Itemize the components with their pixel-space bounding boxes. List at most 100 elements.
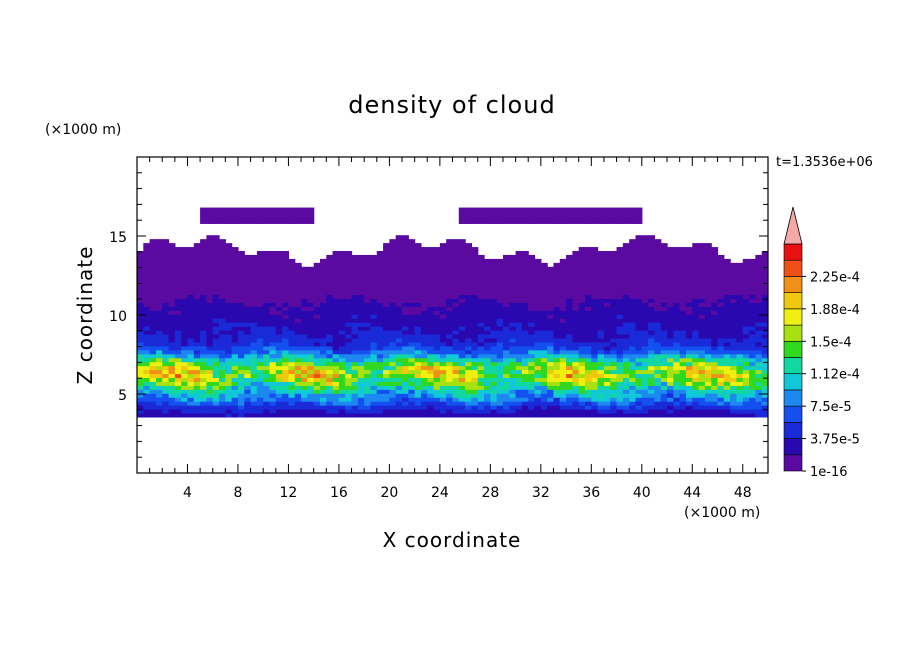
density-cell (263, 286, 271, 292)
density-cell (502, 215, 510, 221)
density-cell (155, 365, 163, 371)
density-cell (452, 393, 460, 398)
density-cell (402, 298, 409, 303)
density-cell (622, 341, 630, 347)
density-cell (667, 397, 674, 402)
density-cell (465, 365, 473, 371)
density-cell (490, 258, 498, 264)
density-cell (250, 412, 258, 418)
density-cell (200, 215, 208, 221)
density-cell (452, 345, 460, 351)
density-cell (730, 262, 738, 268)
density-cell (578, 310, 586, 315)
density-cell (622, 270, 630, 276)
density-cell (364, 294, 372, 300)
density-cell (534, 349, 542, 355)
density-cell (376, 286, 384, 292)
density-cell (736, 326, 744, 331)
density-cell (439, 345, 447, 351)
density-cell (395, 247, 403, 252)
density-cell (181, 393, 189, 398)
density-cell (484, 215, 491, 221)
density-cell (446, 243, 454, 248)
density-cell (313, 282, 321, 288)
density-cell (389, 397, 397, 402)
density-cell (376, 298, 384, 303)
density-cell (566, 361, 573, 367)
density-cell (427, 262, 435, 268)
density-cell (219, 239, 226, 244)
density-cell (591, 207, 599, 213)
density-cell (143, 349, 151, 355)
density-cell (509, 353, 517, 359)
density-cell (193, 405, 201, 410)
density-cell (193, 349, 201, 355)
density-cell (496, 401, 504, 406)
density-cell (641, 274, 649, 280)
density-cell (332, 345, 340, 351)
density-cell (559, 298, 567, 303)
density-cell (629, 412, 637, 418)
density-cell (471, 219, 479, 224)
density-cell (332, 412, 340, 418)
density-cell (458, 306, 466, 311)
density-cell (250, 373, 258, 379)
density-cell (755, 409, 763, 414)
density-cell (471, 278, 479, 284)
density-cell (206, 314, 214, 319)
density-cell (364, 282, 372, 288)
density-cell (471, 381, 479, 386)
density-cell (496, 306, 504, 311)
density-cell (389, 389, 397, 394)
density-cell (553, 330, 561, 335)
density-cell (711, 393, 719, 398)
density-cell (143, 381, 151, 386)
density-cell (256, 262, 264, 268)
density-cell (212, 357, 220, 363)
density-cell (162, 247, 170, 252)
density-cell (408, 294, 416, 300)
density-cell (231, 326, 239, 331)
density-cell (402, 302, 409, 307)
density-cell (155, 337, 163, 343)
density-cell (307, 282, 315, 288)
density-cell (490, 401, 498, 406)
density-cell (439, 353, 447, 359)
density-cell (496, 397, 504, 402)
density-cell (231, 377, 239, 382)
density-cell (256, 345, 264, 351)
density-cell (471, 345, 479, 351)
density-cell (414, 306, 422, 311)
density-cell (237, 341, 245, 347)
density-cell (174, 314, 182, 319)
density-cell (553, 274, 561, 280)
density-cell (200, 239, 208, 244)
density-cell (736, 361, 744, 367)
density-cell (521, 326, 529, 331)
density-cell (635, 345, 643, 351)
density-cell (301, 286, 308, 292)
density-cell (256, 282, 264, 288)
density-cell (616, 397, 624, 402)
density-cell (237, 357, 245, 363)
density-cell (736, 345, 744, 351)
density-cell (749, 397, 756, 402)
density-cell (206, 365, 214, 371)
density-cell (635, 397, 643, 402)
density-cell (591, 278, 599, 284)
density-cell (206, 235, 214, 240)
density-cell (641, 361, 649, 367)
density-cell (137, 385, 144, 390)
density-cell (250, 401, 258, 406)
density-cell (471, 330, 479, 335)
density-cell (597, 373, 605, 379)
density-cell (591, 286, 599, 292)
density-cell (370, 254, 378, 260)
density-cell (256, 357, 264, 363)
density-cell (540, 282, 548, 288)
density-cell (597, 322, 605, 327)
density-cell (338, 290, 346, 296)
density-cell (402, 326, 409, 331)
density-cell (471, 385, 479, 390)
density-cell (181, 290, 189, 296)
